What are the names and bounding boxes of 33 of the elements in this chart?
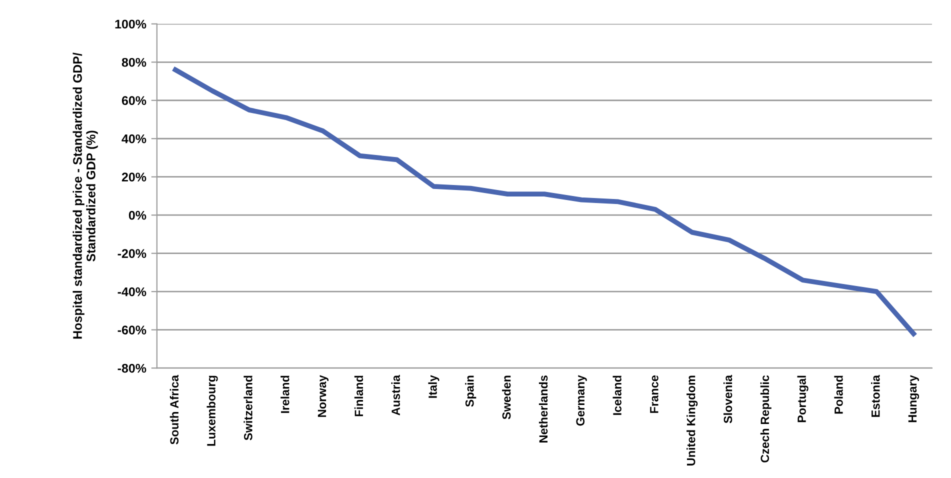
x-tick-label: Slovenia — [723, 374, 732, 424]
y-tick-label: 0% — [128, 210, 146, 220]
line-series — [172, 67, 916, 336]
x-tick-label: Italy — [428, 375, 440, 398]
x-tick-label: Poland — [834, 376, 843, 414]
x-tick-label: Netherlands — [538, 375, 548, 442]
y-tick-label: -80% — [118, 364, 146, 373]
y-tick-label: 80% — [122, 58, 146, 67]
x-tick-label: South Africa — [170, 374, 179, 444]
x-tick-label: Switzerland — [244, 376, 252, 440]
x-tick-label: Spain — [465, 376, 476, 407]
x-tick-label: Finland — [354, 376, 364, 416]
x-tick-label: Czech Republic — [760, 375, 772, 462]
x-tick-label: Sweden — [502, 376, 511, 420]
x-tick-label: Estonia — [871, 374, 880, 417]
x-tick-label: Austria — [391, 374, 400, 416]
y-axis-title: Hospital standardized price - Standardized GDP/ Standardized GDP (%) — [72, 52, 98, 339]
y-tick-label: -20% — [118, 249, 146, 258]
x-tick-label: Iceland — [612, 376, 622, 415]
y-tick-label: -40% — [118, 287, 146, 296]
x-tick-label: Hungary — [908, 375, 920, 422]
x-tick-label: United Kingdom — [686, 376, 698, 466]
y-tick-label: 20% — [122, 172, 146, 182]
x-tick-label: France — [650, 375, 658, 413]
y-tick-label: 40% — [122, 134, 146, 144]
y-tick-label: 60% — [122, 96, 146, 106]
x-tick-label: Luxembourg — [206, 376, 218, 446]
y-tick-label: -60% — [118, 326, 146, 334]
x-tick-label: Portugal — [797, 376, 808, 422]
x-tick-label: Germany — [576, 375, 587, 426]
y-tick-label: 100% — [115, 20, 146, 29]
x-tick-label: Norway — [318, 375, 329, 417]
x-tick-label: Ireland — [280, 376, 290, 413]
